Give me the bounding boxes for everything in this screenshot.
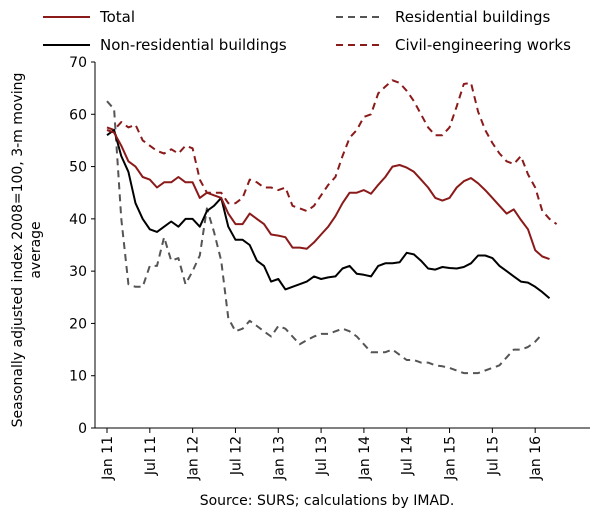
x-tick-label: Jul 14 [400, 436, 416, 476]
series-line-residential-buildings [106, 100, 544, 375]
y-tick-label: 10 [69, 369, 87, 385]
legend-item-civil-engineering: Civil-engineering works [336, 36, 571, 54]
legend: Total Residential buildings Non-resident… [43, 8, 571, 54]
series-line-civil-engineering-works [106, 79, 558, 225]
y-tick-label: 20 [69, 316, 87, 332]
legend-label-civil-engineering: Civil-engineering works [395, 36, 571, 54]
x-tick-label: Jan 15 [443, 436, 459, 481]
x-tick-label: Jan 16 [528, 436, 544, 481]
source-note: Source: SURS; calculations by IMAD. [200, 493, 455, 509]
series-layer [106, 79, 558, 375]
y-tick-label: 70 [69, 55, 87, 71]
x-tick-label: Jan 12 [186, 436, 202, 481]
y-tick-label: 50 [69, 160, 87, 176]
y-tick-label: 60 [69, 107, 87, 123]
x-axis-ticks: Jan 11 Jul 11 Jan 12 Jul 12 Jan 13 Jul 13 Jan … [100, 428, 544, 481]
x-tick-label: Jul 11 [143, 436, 159, 476]
legend-label-residential: Residential buildings [395, 8, 550, 26]
x-tick-label: Jul 12 [228, 436, 244, 476]
y-axis-title: Seasonally adjusted index 2008=100, 3-m … [10, 73, 44, 428]
y-axis-title-line-1: Seasonally adjusted index 2008=100, 3-m … [10, 73, 26, 428]
legend-label-total: Total [99, 8, 135, 26]
legend-item-non-residential: Non-residential buildings [43, 36, 287, 54]
x-tick-label: Jan 14 [357, 436, 373, 481]
y-tick-label: 40 [69, 212, 87, 228]
series-line-total [106, 129, 550, 261]
y-axis-ticks: 0 10 20 30 40 50 60 70 [69, 55, 95, 437]
x-tick-label: Jan 13 [271, 436, 287, 481]
series-line-non-residential-buildings [106, 129, 551, 300]
x-tick-label: Jul 15 [485, 436, 501, 476]
legend-label-non-residential: Non-residential buildings [100, 36, 287, 54]
y-tick-label: 0 [78, 421, 87, 437]
y-tick-label: 30 [69, 264, 87, 280]
x-tick-label: Jul 13 [314, 436, 330, 476]
legend-item-total: Total [43, 8, 135, 26]
x-tick-label: Jan 11 [100, 436, 116, 481]
y-axis-title-line-2: average [28, 221, 44, 278]
legend-item-residential: Residential buildings [336, 8, 550, 26]
